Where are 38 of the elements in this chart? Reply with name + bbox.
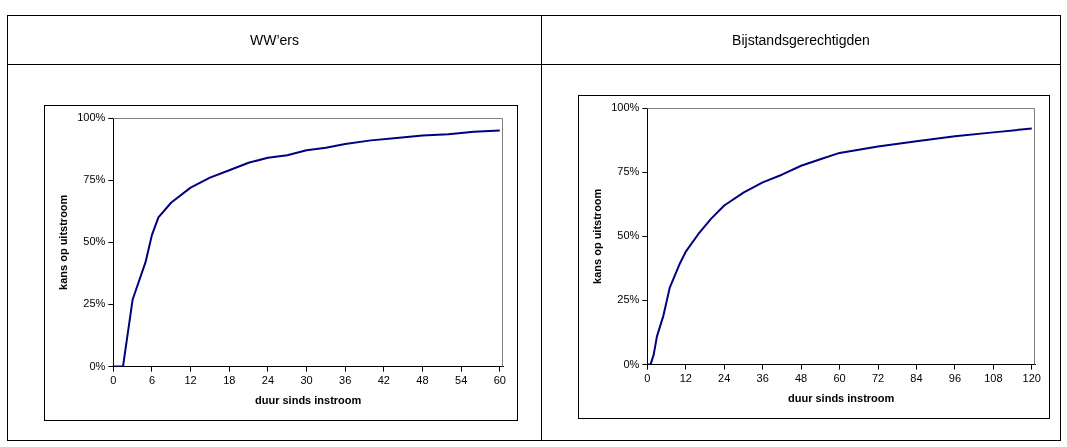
y-tick-label: 0% bbox=[623, 357, 640, 370]
chart-title: Bijstandsgerechtigden bbox=[542, 16, 1060, 65]
x-tick-label: 6 bbox=[148, 374, 156, 387]
y-tick-label: 25% bbox=[617, 293, 640, 306]
y-tick-label: 100% bbox=[77, 111, 106, 124]
x-tick-label: 48 bbox=[416, 374, 429, 387]
x-tick-label: 12 bbox=[184, 374, 197, 387]
y-tick-label: 25% bbox=[83, 297, 106, 310]
x-tick-label: 0 bbox=[110, 374, 117, 387]
y-tick-label: 75% bbox=[83, 173, 106, 186]
x-axis-title: duur sinds instroom bbox=[255, 394, 362, 407]
x-tick-label: 60 bbox=[833, 372, 846, 385]
x-tick-label: 12 bbox=[679, 372, 692, 385]
x-tick-label: 84 bbox=[910, 372, 923, 385]
x-tick-label: 48 bbox=[794, 372, 808, 385]
x-tick-label: 24 bbox=[261, 374, 275, 387]
x-tick-label: 36 bbox=[756, 372, 769, 385]
x-tick-label: 54 bbox=[455, 374, 468, 387]
y-tick-label: 0% bbox=[89, 359, 106, 372]
x-tick-label: 60 bbox=[493, 374, 506, 387]
y-tick-label: 100% bbox=[611, 101, 640, 114]
y-axis-title: kans op uitstroom bbox=[590, 188, 603, 284]
chart-title: WW’ers bbox=[8, 16, 541, 65]
x-tick-label: 108 bbox=[984, 372, 1003, 385]
y-tick-label: 50% bbox=[617, 229, 640, 242]
x-tick-label: 24 bbox=[718, 372, 731, 385]
x-tick-label: 30 bbox=[300, 374, 313, 387]
x-tick-label: 36 bbox=[339, 374, 352, 387]
x-tick-label: 96 bbox=[948, 372, 962, 385]
y-tick-label: 75% bbox=[617, 165, 640, 178]
x-axis-title: duur sinds instroom bbox=[787, 392, 895, 405]
x-tick-label: 18 bbox=[223, 374, 236, 387]
x-tick-label: 72 bbox=[871, 372, 885, 385]
y-axis-title: kans op uitstroom bbox=[56, 194, 69, 290]
x-tick-label: 120 bbox=[1022, 372, 1041, 385]
x-tick-label: 0 bbox=[644, 372, 651, 385]
y-tick-label: 50% bbox=[83, 235, 106, 248]
x-tick-label: 42 bbox=[377, 374, 390, 387]
